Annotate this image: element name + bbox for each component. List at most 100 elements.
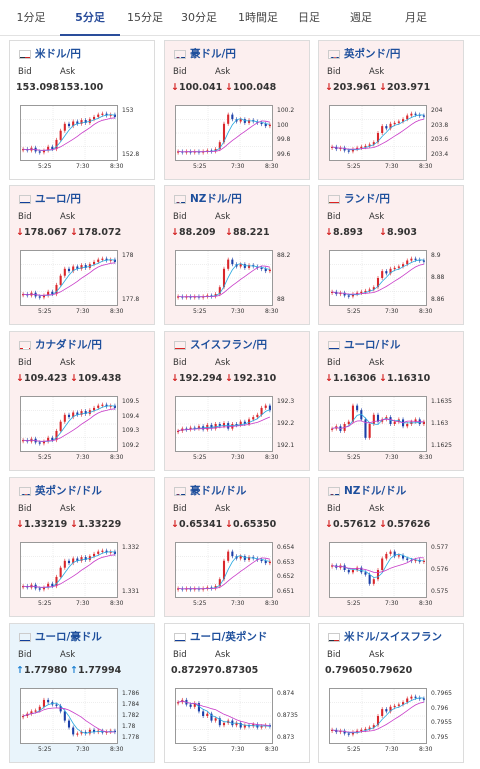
rate-card[interactable]: ユーロ/円 Bid Ask ↓178.067 ↓178.072 178 177.8 5:25 7… xyxy=(9,185,155,325)
ask-label: Ask xyxy=(215,358,231,368)
y-tick-label: 0.654 xyxy=(277,544,295,551)
bid-label: Bid xyxy=(173,504,187,514)
currency-flag-icon xyxy=(174,50,186,59)
bid-label: Bid xyxy=(18,67,32,77)
tab-6[interactable]: 週足 xyxy=(350,11,372,24)
rate-card[interactable]: カナダドル/円 Bid Ask ↓109.423 ↓109.438 109.5 109.4 1… xyxy=(9,331,155,471)
currency-flag-icon xyxy=(19,341,31,350)
price-chart[interactable]: 178 177.8 5:25 7:30 8:30 xyxy=(14,246,152,322)
rate-card[interactable]: NZドル/円 Bid Ask ↓88.209 ↓88.221 88.2 88 5:25 7:30… xyxy=(164,185,310,325)
pair-title[interactable]: ユーロ/英ポンド xyxy=(190,631,268,643)
x-tick-label: 5:25 xyxy=(38,600,52,607)
bid-value: ↓0.57612 xyxy=(325,519,377,530)
price-chart[interactable]: 0.874 0.8735 0.873 5:25 7:30 8:30 xyxy=(169,684,307,760)
rate-card[interactable]: ランド/円 Bid Ask ↓8.893 ↓8.903 8.9 8.88 8.86 5:25 7:… xyxy=(318,185,464,325)
bid-label: Bid xyxy=(327,212,341,222)
rate-card[interactable]: 英ポンド/ドル Bid Ask ↓1.33219 ↓1.33229 1.332 1.331 5… xyxy=(9,477,155,617)
price-chart[interactable]: 8.9 8.88 8.86 5:25 7:30 8:30 xyxy=(323,246,461,322)
tab-2[interactable]: 15分足 xyxy=(127,11,163,24)
y-tick-label: 0.575 xyxy=(431,588,449,595)
x-tick-label: 7:30 xyxy=(76,454,90,461)
price-chart[interactable]: 109.5 109.4 109.3 109.2 5:25 7:30 8:30 xyxy=(14,392,152,468)
currency-flag-icon xyxy=(19,633,31,642)
candlestick-plot xyxy=(175,542,273,598)
rate-card[interactable]: ユーロ/豪ドル Bid Ask ↑1.77980 ↑1.77994 1.786 1.784 1… xyxy=(9,623,155,763)
down-arrow-icon: ↓ xyxy=(70,519,78,530)
pair-title[interactable]: 豪ドル/ドル xyxy=(190,485,247,497)
tab-0[interactable]: 1分足 xyxy=(16,11,46,24)
ask-value: 153.100 xyxy=(60,82,104,93)
x-tick-label: 5:25 xyxy=(347,308,361,315)
y-tick-label: 99.6 xyxy=(277,151,291,158)
rate-card[interactable]: スイスフラン/円 Bid Ask ↓192.294 ↓192.310 192.3 192.2… xyxy=(164,331,310,471)
tab-3[interactable]: 30分足 xyxy=(181,11,217,24)
currency-flag-icon xyxy=(328,633,340,642)
y-tick-label: 0.651 xyxy=(277,588,295,595)
x-tick-label: 8:30 xyxy=(419,600,433,607)
pair-title[interactable]: ユーロ/ドル xyxy=(344,339,401,351)
pair-title[interactable]: ランド/円 xyxy=(344,193,390,205)
down-arrow-icon: ↓ xyxy=(379,227,387,238)
x-tick-label: 5:25 xyxy=(38,308,52,315)
pair-title[interactable]: NZドル/ドル xyxy=(344,485,407,497)
tab-1[interactable]: 5分足 xyxy=(60,0,120,36)
bid-value: ↓100.041 xyxy=(171,82,223,93)
pair-title[interactable]: 米ドル/スイスフラン xyxy=(344,631,443,643)
candlestick-plot xyxy=(20,542,118,598)
price-chart[interactable]: 192.3 192.2 192.1 5:25 7:30 8:30 xyxy=(169,392,307,468)
y-tick-label: 109.5 xyxy=(122,398,140,405)
rate-card[interactable]: NZドル/ドル Bid Ask ↓0.57612 ↓0.57626 0.577 0.576 0… xyxy=(318,477,464,617)
candlestick-plot xyxy=(329,250,427,306)
price-chart[interactable]: 88.2 88 5:25 7:30 8:30 xyxy=(169,246,307,322)
candlestick-plot xyxy=(20,688,118,744)
price-chart[interactable]: 0.654 0.653 0.652 0.651 5:25 7:30 8:30 xyxy=(169,538,307,614)
price-chart[interactable]: 153 152.8 5:25 7:30 8:30 xyxy=(14,101,152,177)
pair-title[interactable]: スイスフラン/円 xyxy=(190,339,268,351)
ask-value: ↓203.971 xyxy=(379,82,431,93)
tab-7[interactable]: 月足 xyxy=(405,11,427,24)
pair-title[interactable]: 英ポンド/ドル xyxy=(35,485,102,497)
candlestick-plot xyxy=(175,105,273,161)
x-tick-label: 8:30 xyxy=(265,308,279,315)
price-chart[interactable]: 1.1635 1.163 1.1625 5:25 7:30 8:30 xyxy=(323,392,461,468)
rate-card[interactable]: 米ドル/円 Bid Ask 153.098 153.100 153 152.8 5:25 7:3… xyxy=(9,40,155,180)
down-arrow-icon: ↓ xyxy=(70,373,78,384)
pair-title[interactable]: NZドル/円 xyxy=(190,193,242,205)
ask-value: ↓109.438 xyxy=(70,373,122,384)
pair-title[interactable]: 豪ドル/円 xyxy=(190,48,236,60)
pair-title[interactable]: カナダドル/円 xyxy=(35,339,102,351)
ask-label: Ask xyxy=(369,504,385,514)
pair-title[interactable]: ユーロ/円 xyxy=(35,193,81,205)
x-tick-label: 5:25 xyxy=(193,454,207,461)
down-arrow-icon: ↓ xyxy=(325,519,333,530)
price-chart[interactable]: 0.7965 0.796 0.7955 0.795 5:25 7:30 8:30 xyxy=(323,684,461,760)
candlestick-plot xyxy=(175,250,273,306)
price-chart[interactable]: 204 203.8 203.6 203.4 5:25 7:30 8:30 xyxy=(323,101,461,177)
ask-label: Ask xyxy=(215,212,231,222)
pair-title[interactable]: ユーロ/豪ドル xyxy=(35,631,102,643)
price-chart[interactable]: 0.577 0.576 0.575 5:25 7:30 8:30 xyxy=(323,538,461,614)
rate-card[interactable]: ユーロ/ドル Bid Ask ↓1.16306 ↓1.16310 1.1635 1.163 1… xyxy=(318,331,464,471)
rate-card[interactable]: ユーロ/英ポンド Bid Ask 0.87297 0.87305 0.874 0.8735 0… xyxy=(164,623,310,763)
tab-4[interactable]: 1時間足 xyxy=(238,11,278,24)
pair-title[interactable]: 英ポンド/円 xyxy=(344,48,401,60)
rate-card[interactable]: 米ドル/スイスフラン Bid Ask 0.79605 0.79620 0.7965 0.79… xyxy=(318,623,464,763)
rate-card[interactable]: 豪ドル/円 Bid Ask ↓100.041 ↓100.048 100.2 100 99.8 9… xyxy=(164,40,310,180)
price-chart[interactable]: 1.786 1.784 1.782 1.78 1.778 5:25 7:30 8:30 xyxy=(14,684,152,760)
down-arrow-icon: ↓ xyxy=(379,373,387,384)
y-tick-label: 1.332 xyxy=(122,544,140,551)
price-chart[interactable]: 100.2 100 99.8 99.6 5:25 7:30 8:30 xyxy=(169,101,307,177)
tab-5[interactable]: 日足 xyxy=(298,11,320,24)
y-tick-label: 0.576 xyxy=(431,566,449,573)
bid-label: Bid xyxy=(18,212,32,222)
candlestick-plot xyxy=(20,250,118,306)
rate-card[interactable]: 豪ドル/ドル Bid Ask ↓0.65341 ↓0.65350 0.654 0.653 0.… xyxy=(164,477,310,617)
candlestick-plot xyxy=(20,105,118,161)
x-tick-label: 5:25 xyxy=(347,454,361,461)
y-tick-label: 8.86 xyxy=(431,296,445,303)
y-tick-label: 8.88 xyxy=(431,274,445,281)
pair-title[interactable]: 米ドル/円 xyxy=(35,48,81,60)
price-chart[interactable]: 1.332 1.331 5:25 7:30 8:30 xyxy=(14,538,152,614)
rate-card[interactable]: 英ポンド/円 Bid Ask ↓203.961 ↓203.971 204 203.8 203.… xyxy=(318,40,464,180)
x-tick-label: 5:25 xyxy=(38,746,52,753)
